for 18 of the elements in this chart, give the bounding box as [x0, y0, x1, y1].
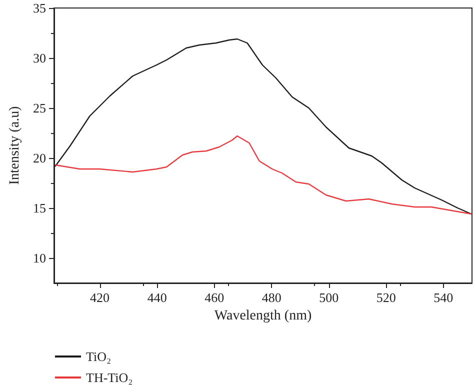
x-tick-label: 540: [434, 290, 454, 305]
y-tick-label: 15: [33, 200, 46, 216]
legend-label: TiO₂: [86, 349, 112, 364]
y-tick-label: 20: [33, 150, 46, 166]
x-tick-label: 480: [262, 290, 282, 305]
x-tick-label: 500: [319, 290, 339, 305]
y-tick-label: 10: [33, 250, 46, 266]
y-tick-label: 35: [33, 0, 46, 16]
line-series: [54, 135, 472, 215]
x-axis-title: Wavelength (nm): [214, 308, 312, 324]
x-tick-label: 460: [204, 290, 224, 305]
legend-label: TH-TiO₂: [86, 370, 133, 385]
x-tick-label: 440: [147, 290, 167, 305]
y-axis-title: Intensity (a.u): [8, 106, 22, 185]
y-tick-label: 30: [33, 50, 46, 66]
y-tick-label: 25: [33, 100, 46, 116]
x-tick-label: 520: [376, 290, 396, 305]
x-tick-label: 420: [90, 290, 110, 305]
